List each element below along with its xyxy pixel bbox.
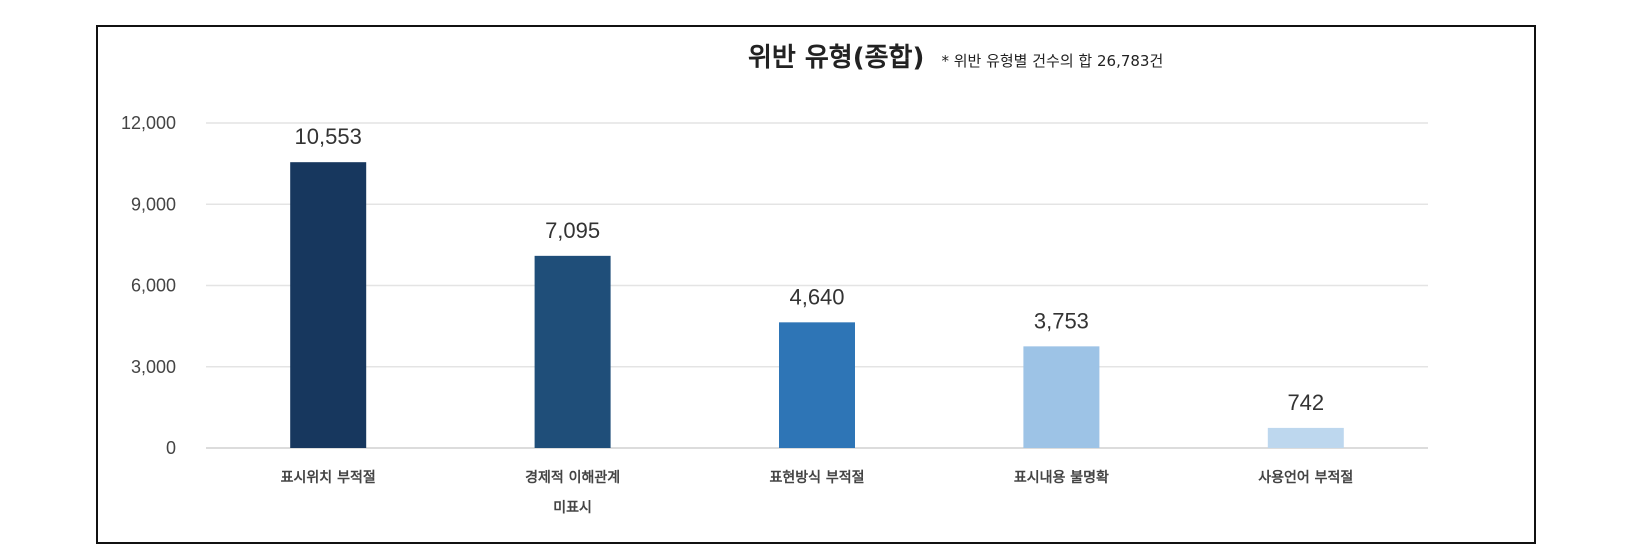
chart-title: 위반 유형(종합) [748, 43, 925, 73]
x-category-label: 표시내용 불명확 [1014, 469, 1109, 486]
data-label: 10,553 [295, 124, 362, 149]
bar [779, 322, 855, 448]
data-label: 3,753 [1034, 308, 1089, 333]
chart-note: * 위반 유형별 건수의 합 26,783건 [941, 52, 1164, 70]
y-tick-label: 12,000 [121, 113, 176, 133]
x-category-label: 미표시 [553, 500, 592, 516]
data-label: 4,640 [789, 284, 844, 309]
y-tick-label: 3,000 [131, 357, 176, 377]
y-tick-label: 0 [166, 438, 176, 458]
bar [534, 255, 611, 448]
x-category-label: 표시위치 부적절 [281, 469, 376, 486]
bar [290, 162, 367, 449]
bar [1267, 427, 1344, 448]
chart-frame: 위반 유형(종합) * 위반 유형별 건수의 합 26,783건 0 3,000 6… [96, 25, 1536, 544]
title-row: 위반 유형(종합) * 위반 유형별 건수의 합 26,783건 [748, 37, 1163, 74]
x-category-label: 표현방식 부적절 [769, 469, 864, 486]
data-label: 742 [1287, 390, 1324, 415]
bar [1023, 346, 1100, 448]
data-label: 7,095 [545, 218, 600, 243]
x-category-label: 경제적 이해관계 [525, 469, 620, 486]
bar-chart: 0 3,000 6,000 9,000 12,000 10,553 표시위치 부적절 7,09… [121, 113, 1428, 516]
y-tick-label: 9,000 [131, 194, 176, 214]
y-tick-label: 6,000 [131, 276, 176, 296]
x-category-label: 사용언어 부적절 [1258, 469, 1353, 486]
